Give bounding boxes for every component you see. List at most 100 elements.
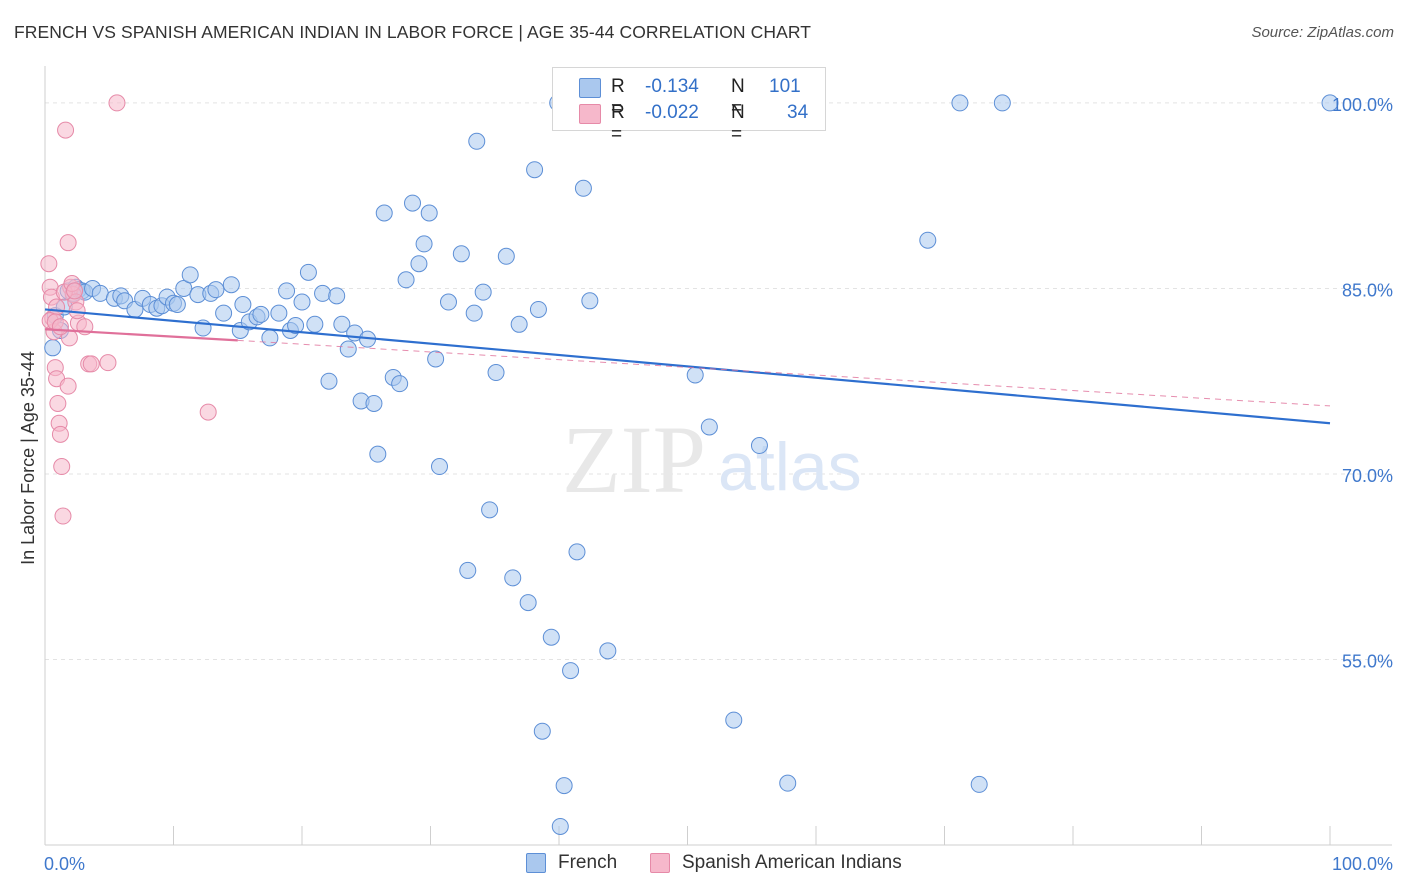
x-tick-label: 100.0%	[1332, 854, 1393, 874]
french-point	[261, 329, 279, 347]
legend-n-value-spanish: 34	[787, 102, 809, 123]
legend-r-label: R =	[611, 102, 625, 145]
spanish-point	[59, 234, 77, 252]
french-point	[375, 204, 393, 222]
french-point	[369, 445, 387, 463]
french-point	[439, 293, 457, 311]
legend-n-label: N =	[731, 76, 745, 119]
spanish-point	[66, 282, 84, 300]
french-point	[270, 304, 288, 322]
french-point	[562, 662, 580, 680]
y-tick-label: 100.0%	[1332, 95, 1393, 115]
y-tick-label: 85.0%	[1342, 280, 1393, 300]
french-point	[234, 296, 252, 314]
french-point	[529, 300, 547, 318]
french-point	[287, 317, 305, 335]
french-point	[175, 279, 193, 297]
spanish-swatch	[579, 104, 601, 124]
spanish-point	[199, 403, 217, 421]
french-point	[306, 315, 324, 333]
french-point	[686, 366, 704, 384]
french-point	[420, 204, 438, 222]
french-point	[404, 194, 422, 212]
french-point	[397, 271, 415, 289]
french-point	[410, 255, 428, 273]
french-point	[293, 293, 311, 311]
spanish-point	[54, 507, 72, 525]
french-point	[299, 263, 317, 281]
spanish-trend-extension	[237, 339, 1331, 407]
french-point	[504, 569, 522, 587]
spanish-point	[108, 94, 126, 112]
french-point	[725, 711, 743, 729]
french-point	[430, 458, 448, 476]
y-tick-label: 70.0%	[1342, 466, 1393, 486]
french-point	[993, 94, 1011, 112]
french-point	[339, 340, 357, 358]
spanish-point	[49, 394, 67, 412]
french-point	[91, 284, 109, 302]
french-point	[320, 372, 338, 390]
spanish-points	[40, 94, 217, 525]
french-swatch	[579, 78, 601, 98]
french-legend-swatch	[526, 853, 546, 873]
french-trend-line	[44, 308, 1331, 425]
french-point	[497, 247, 515, 265]
french-point	[700, 418, 718, 436]
watermark-zip: ZIP	[562, 406, 706, 513]
french-point	[168, 296, 186, 314]
french-point	[465, 304, 483, 322]
chart-title: FRENCH VS SPANISH AMERICAN INDIAN IN LAB…	[14, 22, 812, 42]
spanish-point	[40, 255, 58, 273]
french-point	[215, 304, 233, 322]
french-point	[314, 284, 332, 302]
stats-legend: R = -0.134 N = 101 R = -0.022 N = 34	[552, 67, 826, 145]
spanish-point	[59, 377, 77, 395]
french-point	[328, 287, 346, 305]
french-point	[919, 231, 937, 249]
french-point	[542, 628, 560, 646]
french-point	[222, 276, 240, 294]
french-point	[252, 305, 270, 323]
legend-r-value-spanish: -0.022	[645, 102, 699, 123]
spanish-point	[68, 302, 86, 320]
tick-labels: 55.0% 70.0% 85.0% 100.0% 0.0% 100.0%	[44, 95, 1393, 874]
french-point	[551, 817, 569, 835]
spanish-point	[82, 355, 100, 373]
french-point	[474, 283, 492, 301]
spanish-point	[51, 425, 69, 443]
legend-r-value-french: -0.134	[645, 76, 699, 97]
french-point	[750, 437, 768, 455]
french-point	[581, 292, 599, 310]
french-point	[427, 350, 445, 368]
spanish-point	[57, 121, 75, 139]
french-point	[574, 179, 592, 197]
french-point	[533, 722, 551, 740]
french-point	[526, 161, 544, 179]
french-point	[519, 594, 537, 612]
french-point	[599, 642, 617, 660]
legend-n-value-french: 101	[769, 76, 801, 97]
french-point	[181, 266, 199, 284]
legend-n-label: N =	[731, 102, 745, 145]
spanish-legend-swatch	[650, 853, 670, 873]
french-point	[415, 235, 433, 253]
y-tick-label: 55.0%	[1342, 651, 1393, 671]
french-point	[459, 561, 477, 579]
french-point	[44, 339, 62, 357]
french-point	[779, 774, 797, 792]
spanish-legend-label: Spanish American Indians	[682, 852, 902, 873]
french-legend-label: French	[558, 852, 618, 873]
spanish-trend-line	[44, 328, 238, 342]
french-point	[365, 394, 383, 412]
french-point	[452, 245, 470, 263]
french-point	[487, 364, 505, 382]
gridlines	[45, 102, 1392, 660]
watermark-atlas: atlas	[718, 429, 862, 505]
trend-lines	[44, 308, 1331, 425]
french-points	[44, 94, 1339, 835]
french-point	[1321, 94, 1339, 112]
spanish-point	[51, 318, 69, 336]
legend-r-label: R =	[611, 76, 625, 119]
